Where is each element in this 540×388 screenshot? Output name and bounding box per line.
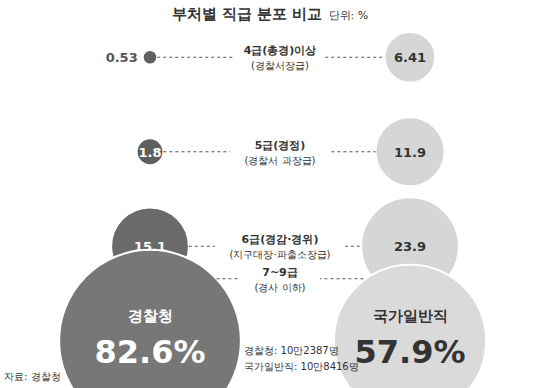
svg-text:82.6%: 82.6% bbox=[94, 333, 205, 371]
html-text:국가일반직: 10만8416명: 국가일반직: 10만8416명 bbox=[244, 361, 359, 372]
svg-text:57.9%: 57.9% bbox=[354, 333, 465, 371]
svg-text:6급(경감·경위): 6급(경감·경위) bbox=[242, 233, 319, 246]
svg-text:(경찰서 과장급): (경찰서 과장급) bbox=[245, 155, 316, 166]
svg-text:5급(경정): 5급(경정) bbox=[255, 139, 306, 152]
svg-text:(경찰서장급): (경찰서장급) bbox=[251, 60, 309, 71]
html-text:경찰청: 10만2387명: 경찰청: 10만2387명 bbox=[244, 345, 339, 356]
svg-text:6.41: 6.41 bbox=[394, 50, 426, 65]
svg-text:(지구대장·파출소장급): (지구대장·파출소장급) bbox=[230, 249, 331, 260]
svg-text:11.9: 11.9 bbox=[394, 145, 426, 160]
svg-text:국가일반직: 국가일반직 bbox=[373, 307, 448, 325]
svg-text:경찰청: 경찰청 bbox=[128, 307, 173, 325]
svg-text:15.1: 15.1 bbox=[134, 239, 166, 254]
svg-text:1.8: 1.8 bbox=[138, 145, 161, 160]
svg-text:0.53: 0.53 bbox=[106, 50, 138, 65]
svg-text:23.9: 23.9 bbox=[394, 239, 426, 254]
svg-text:4급(총경)이상: 4급(총경)이상 bbox=[244, 44, 317, 57]
html-text:자료: 경찰청: 자료: 경찰청 bbox=[4, 371, 61, 382]
html-text:부처별 직급 분포 비교 단위: %: 부처별 직급 분포 비교 단위: % bbox=[171, 5, 369, 23]
svg-text:7~9급: 7~9급 bbox=[262, 266, 298, 279]
svg-text:(경사 이하): (경사 이하) bbox=[255, 282, 306, 293]
